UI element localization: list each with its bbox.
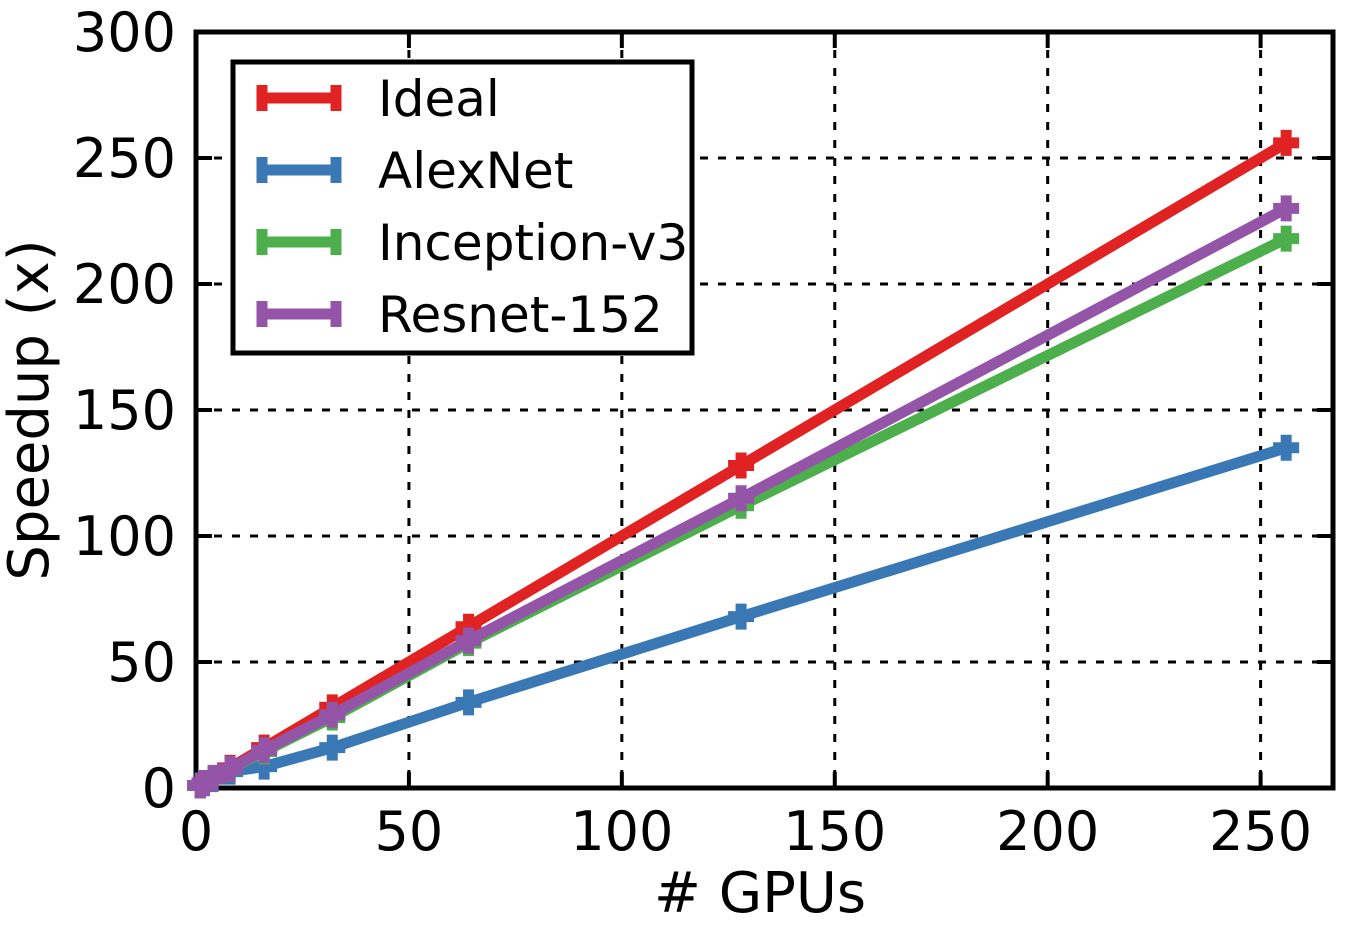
y-tick-label: 300 — [73, 1, 176, 64]
legend-entry[interactable]: AlexNet — [256, 142, 573, 200]
legend-entry[interactable]: Inception-v3 — [256, 214, 688, 272]
plot-area-border — [193, 29, 1336, 791]
data-series — [187, 195, 1300, 799]
data-point-marker — [455, 627, 482, 654]
y-tick-label: 200 — [73, 253, 176, 316]
legend-entries: Ideal AlexNet Inception-v3 Resnet-152 — [256, 70, 688, 344]
data-point-marker — [319, 701, 346, 728]
x-tick-label: 200 — [996, 800, 1099, 863]
data-point-marker — [217, 755, 244, 782]
data-series-group — [187, 129, 1300, 799]
x-axis-title: # GPUs — [654, 861, 866, 926]
x-tick-label: 150 — [783, 800, 886, 863]
y-tick-label: 0 — [142, 757, 176, 820]
legend-label: Ideal — [378, 70, 500, 128]
data-point-marker — [728, 485, 755, 512]
legend-entry[interactable]: Ideal — [256, 70, 500, 128]
y-tick-label: 150 — [73, 379, 176, 442]
data-point-marker — [251, 737, 278, 764]
x-tick-label: 0 — [179, 800, 213, 863]
data-point-marker — [728, 452, 755, 479]
legend-label: Inception-v3 — [378, 214, 688, 272]
y-tick-label: 100 — [73, 505, 176, 568]
y-tick-label: 250 — [73, 127, 176, 190]
data-point-marker — [1273, 195, 1300, 222]
data-point-marker — [1273, 225, 1300, 252]
y-axis-tick-labels: 0 50 100 150 200 250 300 — [73, 1, 176, 820]
legend: Ideal AlexNet Inception-v3 Resnet-152 — [230, 59, 695, 356]
data-point-marker — [1273, 129, 1300, 156]
y-axis-title: Speedup (x) — [0, 239, 62, 580]
data-point-marker — [200, 765, 227, 792]
legend-entry[interactable]: Resnet-152 — [256, 286, 663, 344]
legend-label: Resnet-152 — [378, 286, 663, 344]
x-axis-tick-labels: 0 50 100 150 200 250 — [179, 800, 1312, 863]
y-tick-label: 50 — [107, 631, 176, 694]
data-point-marker — [455, 689, 482, 716]
data-point-marker — [319, 734, 346, 761]
data-point-marker — [1273, 434, 1300, 461]
x-tick-label: 50 — [375, 800, 444, 863]
x-tick-label: 100 — [570, 800, 673, 863]
legend-label: AlexNet — [378, 142, 573, 200]
data-point-marker — [728, 603, 755, 630]
legend-border — [230, 59, 695, 356]
x-tick-label: 250 — [1209, 800, 1312, 863]
